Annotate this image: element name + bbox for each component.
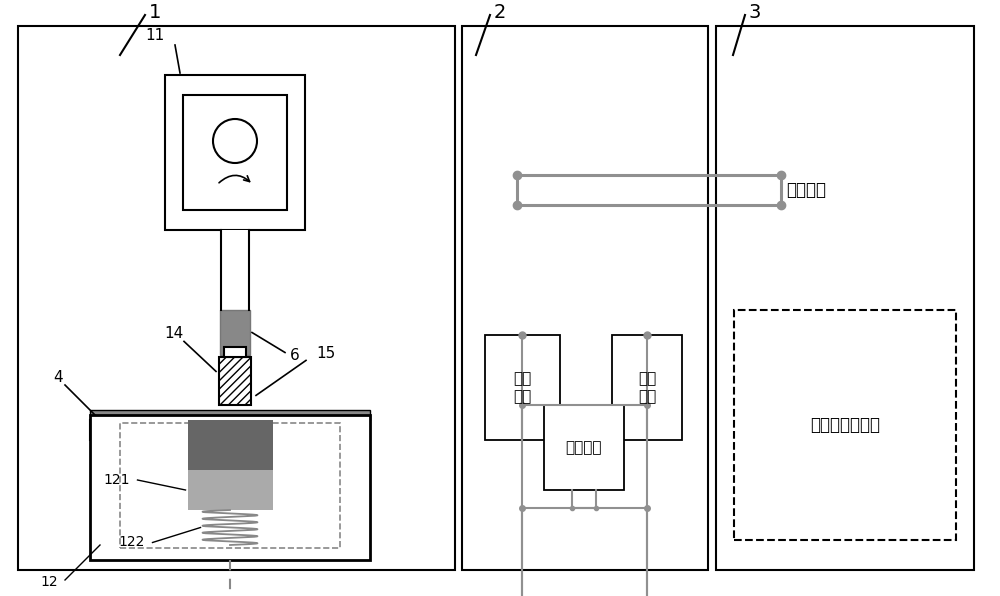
Text: 电流记录: 电流记录: [566, 440, 602, 455]
Bar: [221, 230, 249, 310]
Bar: [220, 310, 250, 355]
Text: 4: 4: [53, 370, 63, 384]
Text: 14: 14: [164, 326, 184, 341]
Bar: [544, 405, 624, 490]
Bar: [90, 410, 370, 420]
Bar: [716, 26, 974, 570]
Bar: [348, 420, 370, 440]
Text: 122: 122: [118, 535, 144, 550]
Bar: [90, 420, 112, 440]
Text: 直流
电源: 直流 电源: [638, 371, 656, 403]
Bar: [734, 310, 956, 540]
Text: 6: 6: [290, 348, 300, 363]
Bar: [188, 420, 272, 470]
Bar: [462, 26, 708, 570]
Bar: [165, 75, 305, 230]
Bar: [90, 415, 370, 560]
Circle shape: [213, 119, 257, 163]
Text: 电压
记录: 电压 记录: [513, 371, 531, 403]
Text: （实验数据图）: （实验数据图）: [810, 416, 880, 434]
Text: 2: 2: [494, 2, 506, 21]
Text: 1: 1: [149, 2, 161, 21]
Text: 数据传输: 数据传输: [786, 181, 826, 199]
Bar: [120, 423, 340, 548]
Text: 3: 3: [749, 2, 761, 21]
Bar: [18, 26, 455, 570]
Bar: [484, 335, 560, 440]
Text: 11: 11: [145, 27, 165, 42]
Text: 15: 15: [316, 346, 335, 361]
Bar: [183, 95, 287, 210]
Bar: [219, 357, 251, 405]
Bar: [188, 470, 272, 510]
Text: 121: 121: [103, 473, 130, 487]
Bar: [224, 347, 246, 357]
Bar: [612, 335, 682, 440]
Text: 12: 12: [40, 575, 58, 589]
